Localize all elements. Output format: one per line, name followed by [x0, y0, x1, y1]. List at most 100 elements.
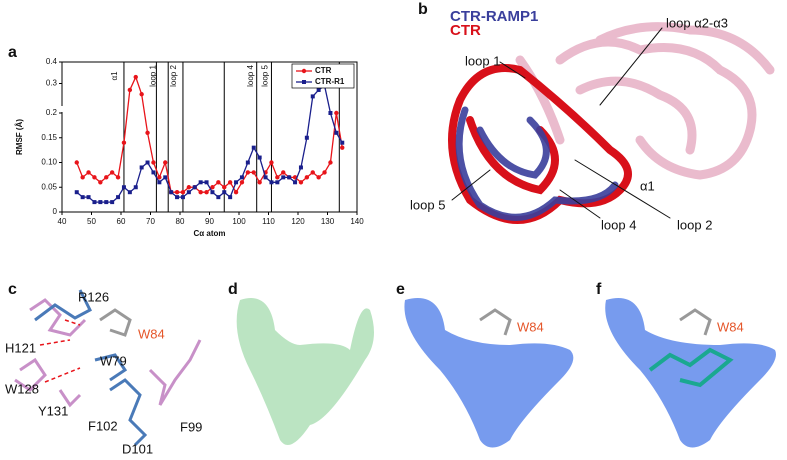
x-tick-label: 100 — [232, 217, 246, 226]
region-label: loop 2 — [169, 65, 178, 87]
x-tick-label: 80 — [176, 217, 185, 226]
x-axis-title: Cα atom — [193, 229, 225, 238]
point — [145, 160, 150, 165]
point — [186, 190, 191, 195]
point — [180, 190, 186, 195]
point — [316, 87, 321, 92]
point — [169, 190, 174, 195]
x-tick-label: 120 — [291, 217, 305, 226]
point — [198, 180, 203, 185]
residue-label: W128 — [5, 381, 39, 396]
residue-label: F102 — [88, 418, 118, 433]
point — [304, 135, 309, 140]
point — [204, 180, 209, 185]
point — [216, 180, 221, 185]
x-tick-label: 40 — [58, 217, 67, 226]
point — [281, 175, 286, 180]
x-tick-label: 70 — [146, 217, 155, 226]
point — [204, 190, 209, 195]
legend-marker — [301, 68, 307, 74]
legend-label: CTR-RAMP1 — [450, 8, 538, 25]
y-tick-label: 0.3 — [46, 79, 58, 88]
panel-label: c — [8, 281, 17, 298]
point — [133, 74, 138, 80]
point — [251, 145, 256, 150]
region-label: loop 5 — [261, 65, 270, 87]
point — [98, 200, 103, 205]
x-tick-label: 140 — [350, 217, 364, 226]
point — [80, 195, 85, 200]
y-tick-label: 0 — [53, 207, 58, 216]
residue-label: F99 — [180, 419, 202, 434]
peptide-f — [648, 347, 734, 388]
panel-label: d — [228, 281, 238, 298]
residue-label: W79 — [100, 353, 127, 368]
legend-label: CTR — [450, 22, 481, 39]
legend-label: CTR — [315, 66, 332, 75]
point — [86, 195, 91, 200]
structure-label: loop 5 — [410, 197, 445, 212]
point — [227, 180, 233, 185]
point — [145, 130, 150, 135]
region-label: loop 4 — [246, 65, 255, 87]
point — [233, 190, 239, 195]
point — [192, 185, 197, 190]
panel-label: b — [418, 1, 428, 18]
point — [80, 175, 85, 180]
point — [210, 185, 215, 190]
y-tick-label: 0.10 — [41, 158, 57, 167]
point — [239, 180, 245, 185]
y-tick-label: 0.2 — [46, 108, 58, 117]
y-tick-label: 0.05 — [41, 182, 57, 191]
residue-label: Y131 — [38, 403, 68, 418]
point — [174, 190, 180, 195]
point — [157, 175, 162, 180]
point — [234, 180, 239, 185]
structure-label: loop 1 — [465, 53, 500, 68]
point — [340, 145, 345, 150]
panel-label: a — [8, 44, 17, 61]
point — [98, 180, 103, 185]
rmsf-chart: 40 50 60 70 80 90 100 110 120 130 140 0 0.05 0.10 0.15… — [15, 57, 364, 238]
density-e — [404, 298, 574, 448]
point — [340, 140, 345, 145]
panel-label: e — [396, 281, 405, 298]
series-line — [76, 75, 343, 194]
point — [216, 195, 221, 200]
point — [316, 175, 321, 180]
point — [322, 170, 327, 175]
point — [127, 87, 133, 93]
x-tick-label: 90 — [205, 217, 214, 226]
point — [334, 110, 339, 116]
point — [139, 92, 144, 97]
point — [175, 195, 180, 200]
point — [251, 170, 256, 175]
point — [222, 185, 227, 190]
sticks-c — [14, 289, 202, 447]
point — [334, 130, 339, 135]
point — [293, 180, 298, 185]
point — [86, 170, 91, 175]
residue-label: W84 — [138, 326, 165, 341]
point — [328, 111, 333, 115]
residue-label: H121 — [5, 340, 36, 355]
panel-label: f — [596, 281, 602, 298]
structure-label: loop 4 — [601, 217, 636, 232]
point — [245, 160, 250, 165]
point — [298, 165, 303, 170]
point — [151, 170, 156, 175]
density-f — [605, 298, 776, 448]
point — [257, 155, 262, 160]
point — [222, 190, 227, 195]
point — [310, 170, 315, 175]
point — [163, 160, 168, 165]
point — [104, 175, 109, 180]
point — [245, 170, 251, 175]
x-tick-label: 50 — [87, 217, 96, 226]
point — [186, 185, 192, 190]
structure-label: loop α2-α3 — [666, 15, 728, 30]
point — [116, 195, 121, 200]
residue-label: W84 — [717, 319, 744, 334]
contact-lines — [39, 319, 81, 383]
x-tick-label: 60 — [117, 217, 126, 226]
